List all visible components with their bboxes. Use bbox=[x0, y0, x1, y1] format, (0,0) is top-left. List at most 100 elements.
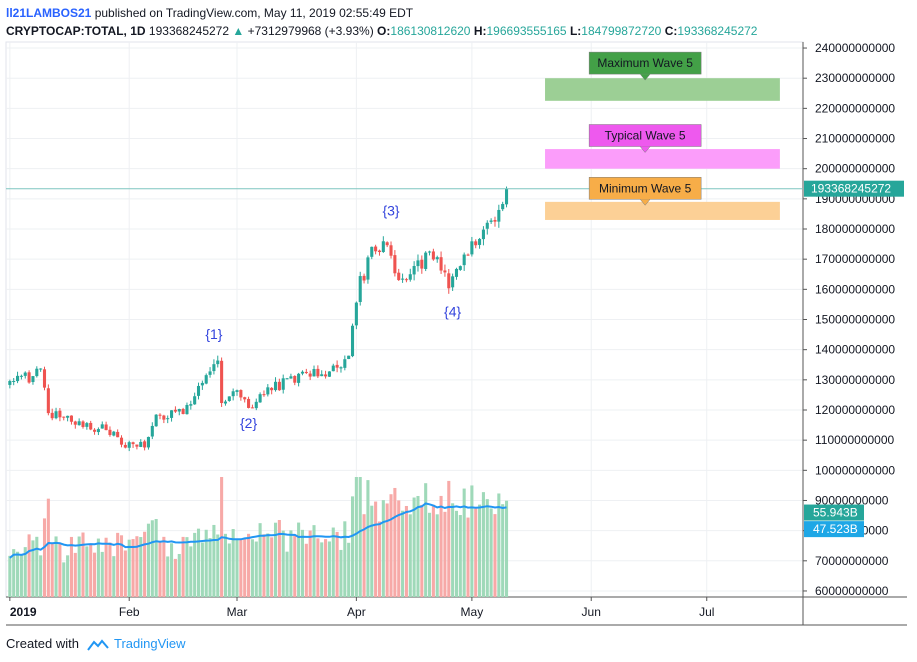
y-tick-label: 90000000000 bbox=[815, 493, 889, 507]
x-tick-label: Feb bbox=[119, 605, 140, 619]
author-link[interactable]: ll21LAMBOS21 bbox=[6, 6, 92, 20]
volume-bar bbox=[343, 521, 347, 597]
volume-bar bbox=[119, 535, 124, 597]
volume-bar bbox=[277, 520, 281, 597]
candle-body bbox=[466, 254, 470, 256]
volume-bar bbox=[35, 536, 39, 597]
candle-body bbox=[119, 437, 124, 445]
candle-body bbox=[12, 380, 16, 382]
volume-bar bbox=[89, 544, 93, 597]
candle-body bbox=[193, 396, 197, 405]
volume-bar bbox=[139, 537, 143, 597]
candle-body bbox=[408, 274, 412, 280]
candle-body bbox=[308, 373, 312, 377]
volume-bar bbox=[481, 492, 485, 597]
candle-body bbox=[504, 188, 509, 205]
candle-body bbox=[166, 418, 170, 420]
candle-body bbox=[73, 421, 77, 425]
candle-body bbox=[270, 387, 274, 391]
volume-bar bbox=[212, 524, 216, 597]
y-tick-label: 140000000000 bbox=[815, 343, 895, 357]
volume-bar bbox=[173, 558, 177, 597]
volume-bar bbox=[416, 495, 420, 597]
volume-bar bbox=[250, 539, 254, 597]
volume-bar bbox=[104, 537, 108, 597]
volume-bar bbox=[454, 510, 459, 597]
volume-bar bbox=[458, 515, 462, 597]
candle-body bbox=[93, 429, 97, 432]
candle-body bbox=[404, 279, 408, 281]
candle-body bbox=[493, 220, 497, 222]
volume-bar bbox=[401, 510, 405, 597]
candle-body bbox=[474, 241, 478, 246]
volume-bar bbox=[335, 531, 339, 597]
candle-body bbox=[139, 441, 143, 447]
volume-bar bbox=[474, 508, 478, 597]
volume-bar bbox=[127, 539, 131, 597]
wave-label: {2} bbox=[240, 415, 257, 431]
candle-body bbox=[150, 425, 154, 437]
candle-body bbox=[96, 429, 100, 433]
candle-body bbox=[497, 209, 501, 222]
candle-body bbox=[62, 416, 66, 418]
volume-bar bbox=[135, 536, 139, 597]
volume-bar bbox=[377, 521, 382, 597]
volume-bar bbox=[431, 504, 435, 597]
volume-bar bbox=[393, 487, 397, 597]
volume-badge bbox=[804, 504, 864, 521]
candle-body bbox=[339, 367, 343, 369]
candle-body bbox=[320, 374, 324, 377]
candle-body bbox=[370, 246, 374, 257]
candle-body bbox=[131, 442, 135, 445]
candle-body bbox=[200, 382, 204, 386]
volume-bar bbox=[247, 533, 251, 597]
candle-body bbox=[304, 371, 308, 374]
wave-label: {1} bbox=[205, 326, 222, 342]
volume-bar bbox=[497, 493, 501, 597]
volume-bar bbox=[189, 546, 193, 597]
x-tick-label: May bbox=[461, 605, 484, 619]
y-tick-label: 130000000000 bbox=[815, 373, 895, 387]
x-tick-label: 2019 bbox=[10, 605, 37, 619]
candle-body bbox=[385, 242, 389, 246]
candle-body bbox=[354, 302, 358, 326]
candle-body bbox=[358, 276, 362, 302]
candle-body bbox=[293, 375, 297, 383]
volume-bar bbox=[435, 514, 439, 597]
volume-bar bbox=[424, 483, 428, 597]
volume-bar bbox=[397, 500, 401, 597]
volume-bar bbox=[389, 494, 393, 597]
volume-bar bbox=[108, 542, 112, 597]
zone-label-pointer bbox=[639, 199, 651, 206]
candle-body bbox=[489, 220, 493, 222]
volume-bar bbox=[485, 499, 489, 597]
close-label: C: bbox=[664, 24, 678, 38]
candle-body bbox=[297, 373, 301, 383]
close-value: 193368245272 bbox=[677, 24, 758, 38]
candle-body bbox=[239, 390, 243, 398]
volume-bar bbox=[327, 541, 331, 597]
volume-bar bbox=[385, 503, 389, 597]
volume-badge-text: 47.523B bbox=[813, 522, 858, 536]
candle-body bbox=[347, 355, 351, 359]
target-zone bbox=[545, 201, 780, 220]
candle-body bbox=[81, 421, 85, 427]
candle-body bbox=[181, 408, 185, 415]
candle-body bbox=[431, 251, 435, 260]
ohlc-line: CRYPTOCAP:TOTAL, 1D 193368245272 ▲ +7312… bbox=[6, 22, 906, 40]
x-tick-label: Mar bbox=[227, 605, 248, 619]
candle-body bbox=[46, 388, 50, 414]
candle-body bbox=[50, 412, 54, 419]
candle-body bbox=[42, 369, 47, 388]
volume-bar bbox=[408, 514, 412, 597]
volume-bar bbox=[374, 501, 378, 597]
candle-body bbox=[343, 359, 347, 368]
volume-bar bbox=[331, 527, 335, 597]
volume-bar bbox=[42, 518, 47, 597]
y-tick-label: 150000000000 bbox=[815, 313, 895, 327]
volume-bar bbox=[350, 496, 355, 597]
candle-body bbox=[485, 222, 489, 229]
volume-bar bbox=[466, 517, 470, 597]
tradingview-brand-link[interactable]: TradingView bbox=[114, 636, 186, 651]
